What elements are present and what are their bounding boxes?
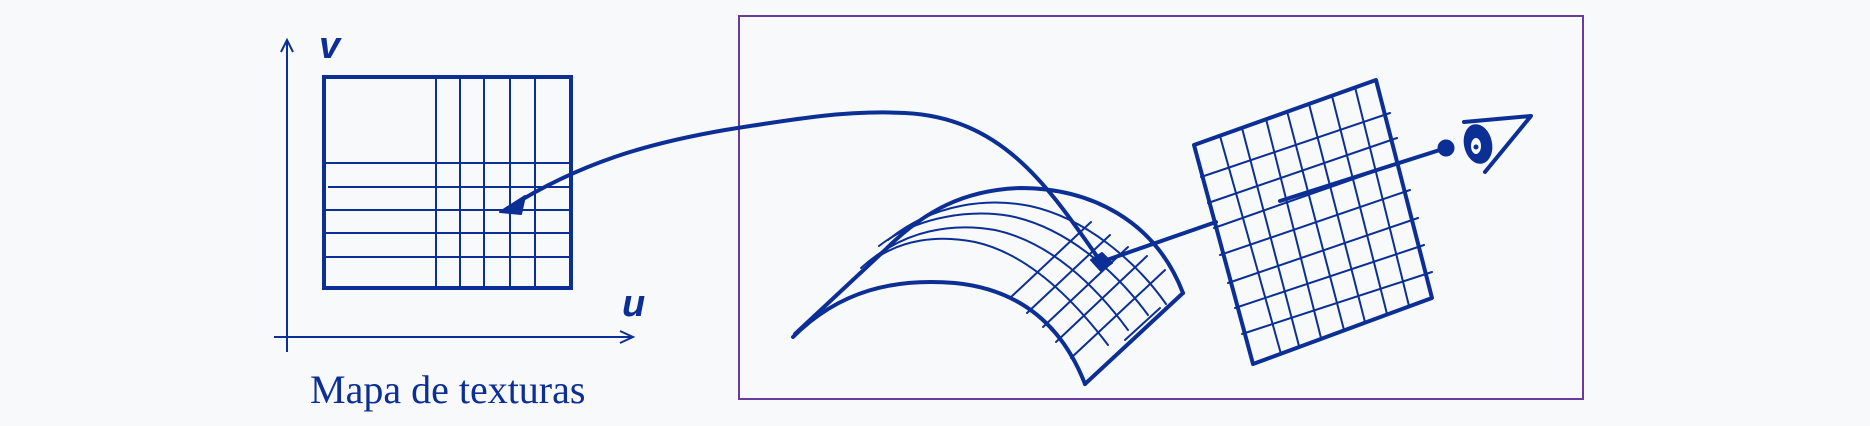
view-ray-front bbox=[1278, 146, 1448, 203]
u-axis-arrow-icon bbox=[619, 330, 636, 344]
eye-icon bbox=[1462, 114, 1533, 174]
view-ray-back bbox=[1099, 220, 1218, 264]
eye-point bbox=[1437, 139, 1455, 157]
surface-right-edge bbox=[1083, 291, 1185, 386]
surface-back-edge bbox=[793, 186, 1185, 336]
scene-frame bbox=[738, 15, 1584, 400]
texture-square bbox=[322, 75, 573, 290]
projection-curve bbox=[503, 110, 1103, 264]
scene bbox=[499, 78, 1533, 386]
curved-surface bbox=[791, 186, 1185, 386]
image-plane-columns bbox=[1219, 86, 1410, 355]
texture-grid-vertical bbox=[435, 77, 536, 290]
arrow-head-icon bbox=[499, 195, 526, 215]
image-plane-border bbox=[1192, 78, 1434, 366]
v-axis-arrow-icon bbox=[280, 37, 294, 53]
texture-map-caption: Mapa de texturas bbox=[310, 367, 585, 412]
image-plane bbox=[1192, 78, 1434, 366]
axis-v-label: v bbox=[319, 25, 342, 67]
axis-u-label: u bbox=[622, 283, 645, 325]
texture-map-panel bbox=[274, 37, 636, 352]
surface-front-edge bbox=[791, 279, 1087, 386]
texture-grid-horizontal bbox=[324, 162, 571, 258]
